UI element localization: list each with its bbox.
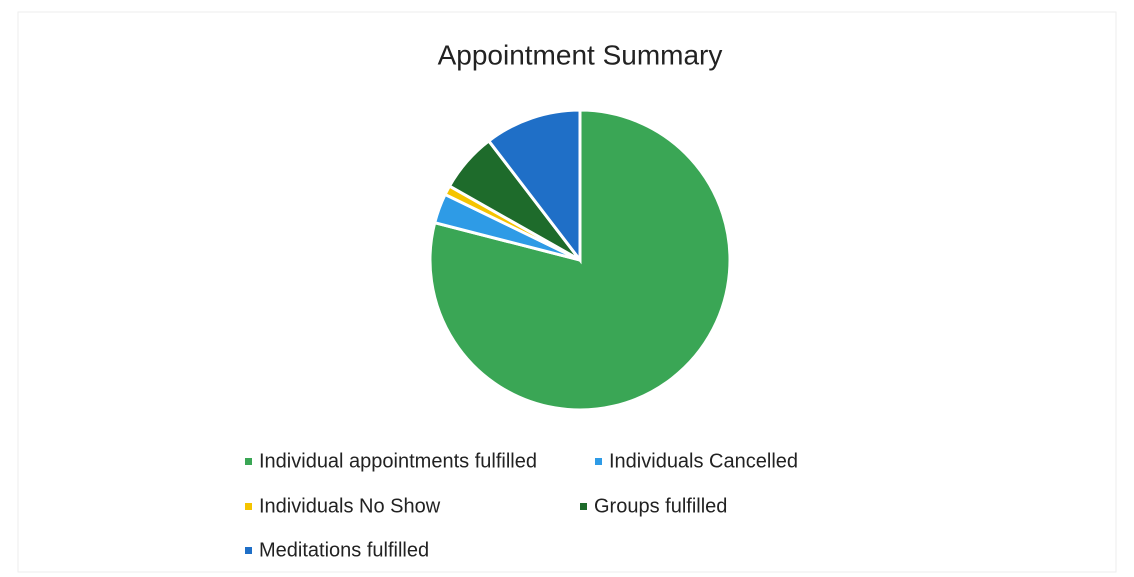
chart-frame [17, 11, 1117, 573]
legend-label: Groups fulfilled [594, 495, 727, 517]
legend-label: Individual appointments fulfilled [259, 450, 537, 472]
pie-slice [486, 108, 582, 265]
legend-swatch [245, 547, 252, 554]
legend-swatch [245, 503, 252, 510]
chart-title: Appointment Summary [438, 39, 723, 70]
legend-label: Individuals No Show [259, 495, 441, 517]
legend-swatch [595, 458, 602, 465]
legend-swatch [580, 503, 587, 510]
legend-swatch [245, 458, 252, 465]
legend-label: Meditations fulfilled [259, 539, 429, 561]
legend-label: Individuals Cancelled [609, 450, 798, 472]
